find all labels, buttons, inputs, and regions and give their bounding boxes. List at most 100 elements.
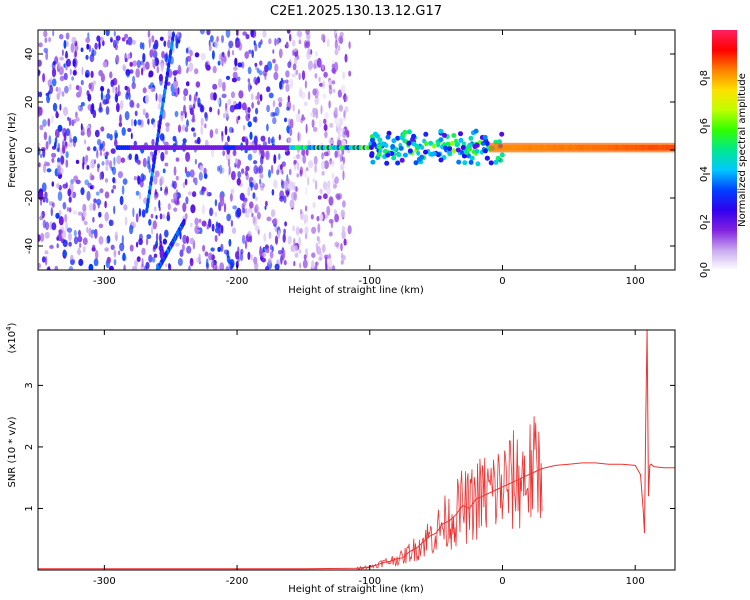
spectrogram-speckle — [272, 117, 277, 125]
spectrogram-speckle — [253, 40, 256, 46]
spectrogram-speckle — [145, 261, 150, 270]
spectrogram-speckle — [88, 203, 94, 212]
spectrogram-speckle — [54, 265, 59, 270]
spectrogram-speckle — [282, 79, 285, 85]
spectrogram-speckle — [153, 59, 156, 70]
spectrogram-speckle — [70, 259, 75, 266]
spectrogram-speckle — [217, 60, 221, 66]
spectrogram-speckle — [105, 165, 109, 172]
spectrogram-speckle — [314, 164, 317, 174]
spectrogram-speckle — [274, 263, 280, 270]
spectrogram-speckle — [308, 160, 314, 169]
spectrogram-speckle — [118, 250, 121, 256]
spectrogram-speckle — [231, 227, 237, 235]
spectrogram-speckle — [51, 78, 57, 87]
spectrogram-speckle — [234, 103, 240, 110]
spectrogram-speckle — [109, 133, 113, 141]
spectrogram-speckle — [71, 187, 73, 198]
spectrogram-blob — [482, 148, 488, 154]
spectrogram-speckle — [232, 71, 238, 79]
spectrogram-blob — [376, 152, 382, 158]
spectrogram-speckle — [78, 258, 84, 266]
spectrogram-speckle — [138, 208, 142, 217]
x-tick-label: -200 — [226, 576, 249, 587]
spectrogram-speckle — [260, 135, 266, 142]
spectrogram-speckle — [305, 186, 308, 196]
spectrogram-speckle — [274, 63, 279, 72]
spectrogram-speckle — [183, 104, 186, 114]
spectrogram-speckle — [288, 168, 292, 176]
spectrogram-speckle — [139, 179, 144, 188]
spectrogram-speckle — [331, 63, 336, 70]
colorbar-gradient — [712, 30, 737, 270]
spectrogram-speckle — [348, 70, 352, 77]
spectrogram-speckle — [241, 234, 246, 244]
spectrogram-speckle — [69, 133, 72, 142]
spectrogram-speckle — [132, 266, 138, 270]
spectrogram-speckle — [189, 169, 195, 178]
spectrogram-speckle — [134, 110, 138, 117]
spectrogram-speckle — [242, 208, 246, 214]
spectrogram-speckle — [268, 38, 272, 45]
spectrogram-speckle — [205, 64, 211, 71]
spectrogram-speckle — [273, 217, 278, 226]
spectrogram-speckle — [122, 65, 127, 72]
spectrogram-speckle — [175, 157, 180, 162]
spectrogram-speckle — [237, 115, 241, 121]
spectrogram-speckle — [274, 235, 279, 245]
spectrogram-blob — [391, 155, 397, 161]
spectrogram-speckle — [63, 72, 68, 81]
spectrogram-speckle — [128, 153, 132, 160]
spectrogram-speckle — [200, 125, 203, 135]
spectrogram-speckle — [340, 252, 344, 258]
spectrogram-speckle — [198, 218, 202, 223]
spectrogram-blob — [376, 144, 382, 150]
spectrogram-speckle — [38, 106, 43, 116]
spectrogram-speckle — [241, 168, 245, 175]
spectrogram-speckle — [316, 236, 320, 242]
spectrogram-speckle — [94, 228, 98, 239]
spectrogram-speckle — [278, 48, 283, 59]
spectrogram-strong-band — [489, 142, 675, 153]
spectrogram-speckle — [278, 101, 283, 108]
spectrogram-speckle — [331, 265, 336, 270]
spectrogram-blob — [370, 159, 376, 165]
spectrogram-speckle — [324, 256, 328, 267]
spectrogram-speckle — [108, 265, 114, 270]
spectrogram-speckle — [189, 237, 195, 245]
spectrogram-speckle — [342, 116, 347, 121]
spectrogram-speckle — [299, 166, 304, 175]
spectrogram-speckle — [328, 258, 333, 268]
spectrogram-blob — [445, 141, 451, 147]
spectrogram-speckle — [161, 51, 165, 59]
spectrogram-speckle — [311, 119, 315, 128]
spectrogram-speckle — [218, 228, 221, 237]
spectrogram-speckle — [116, 155, 122, 165]
spectrogram-speckle — [81, 66, 84, 76]
spectrogram-speckle — [324, 112, 329, 119]
spectrogram-speckle — [255, 196, 258, 201]
spectrogram-speckle — [293, 191, 297, 202]
spectrogram-speckle — [86, 43, 90, 50]
spectrogram-speckle — [92, 80, 97, 85]
spectrogram-speckle — [114, 129, 118, 140]
spectrogram-speckle — [95, 191, 100, 196]
spectrogram-speckle — [127, 128, 132, 132]
spectrogram-speckle — [131, 82, 136, 90]
spectrogram-speckle — [292, 39, 296, 47]
spectrogram-speckle — [278, 153, 281, 160]
spectrogram-speckle — [77, 235, 83, 243]
spectrogram-speckle — [245, 34, 250, 40]
spectrogram-speckle — [57, 191, 63, 202]
spectrogram-speckle — [342, 156, 345, 165]
spectrogram-speckle — [203, 173, 208, 180]
spectrogram-speckle — [63, 132, 67, 142]
spectrogram-speckle — [71, 76, 74, 81]
spectrogram-speckle — [62, 106, 69, 117]
spectrogram-speckle — [331, 172, 335, 180]
spectrogram-speckle — [184, 126, 189, 133]
y-tick-label: 40 — [24, 48, 35, 61]
spectrogram-speckle — [341, 225, 346, 232]
spectrogram-speckle — [329, 122, 334, 128]
spectrogram-speckle — [129, 61, 133, 67]
